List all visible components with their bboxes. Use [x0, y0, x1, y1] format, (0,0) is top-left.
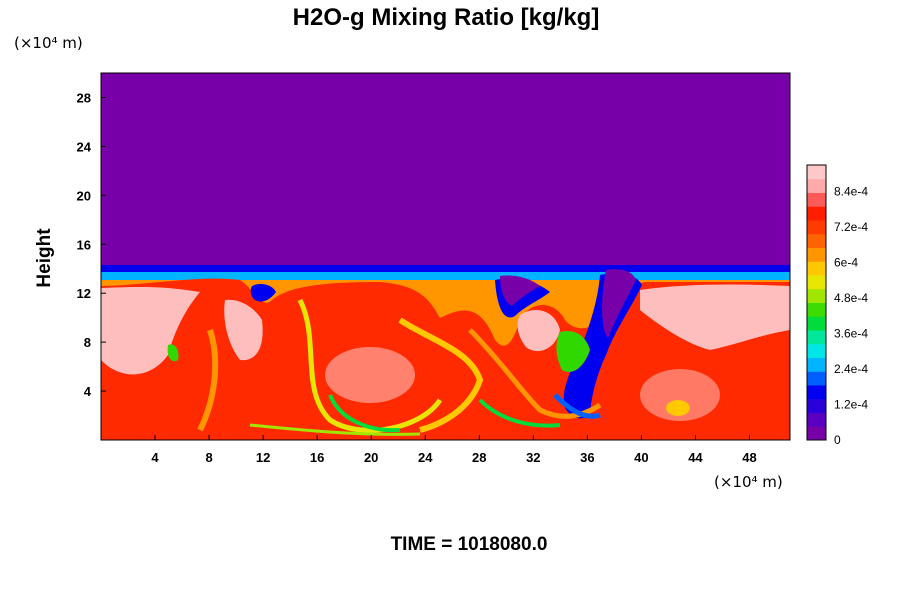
colorbar-tick-label: 0: [834, 433, 841, 447]
colorbar-tick-label: 3.6e-4: [834, 327, 868, 341]
x-tick-label: 8: [205, 450, 212, 465]
colorbar-tick-label: 4.8e-4: [834, 291, 868, 305]
y-tick-label: 28: [77, 90, 91, 105]
colorbar-swatch: [807, 165, 826, 180]
x-axis-ticks: 4 8 12 16 20 24 28 32 36 40 44 48: [151, 435, 757, 465]
dry-plume-right: [563, 273, 642, 419]
chart-title: H2O-g Mixing Ratio [kg/kg]: [293, 4, 600, 31]
colorbar-swatch: [807, 357, 826, 372]
x-tick-label: 32: [526, 450, 540, 465]
x-tick-label: 24: [418, 450, 433, 465]
pink-region-left: [101, 286, 200, 375]
filament-bottom-green: [249, 423, 421, 436]
swirl-right-core: [666, 400, 690, 416]
dry-plume-center-core: [500, 275, 540, 306]
dry-plume-right-core: [602, 269, 636, 338]
colorbar-tick-label: 2.4e-4: [834, 362, 868, 376]
colorbar-swatch: [807, 371, 826, 386]
colorbar-swatch: [807, 275, 826, 290]
colorbar-swatch: [807, 247, 826, 262]
x-tick-label: 48: [742, 450, 756, 465]
x-tick-label: 20: [364, 450, 378, 465]
y-tick-label: 4: [84, 384, 92, 399]
x-tick-label: 12: [256, 450, 270, 465]
filament-yellow-1: [297, 298, 443, 433]
colorbar-tick-label: 1.2e-4: [834, 398, 868, 412]
y-axis-label: Height: [34, 228, 55, 288]
heatmap-field: [101, 73, 790, 440]
colorbar-swatch: [807, 261, 826, 276]
x-tick-label: 16: [310, 450, 324, 465]
x-tick-label: 28: [472, 450, 486, 465]
colorbar-frame: [806, 164, 827, 441]
colorbar-tick-label: 7.2e-4: [834, 220, 868, 234]
colorbar-swatch: [807, 412, 826, 427]
x-tick-label: 4: [151, 450, 159, 465]
y-tick-label: 12: [77, 286, 91, 301]
colorbar-swatch: [807, 426, 826, 441]
x-tick-label: 36: [580, 450, 594, 465]
filament-green-1: [328, 394, 401, 433]
pink-region-mid: [224, 299, 263, 361]
y-tick-label: 24: [77, 139, 92, 154]
colorbar-swatch: [807, 302, 826, 317]
x-axis-unit: (×10⁴ m): [714, 473, 783, 491]
colorbar-swatch: [807, 192, 826, 207]
time-label: TIME = 1018080.0: [391, 534, 548, 555]
colorbar-tick-label: 8.4e-4: [834, 185, 868, 199]
swirl-right: [640, 369, 720, 421]
colorbar-swatch: [807, 178, 826, 193]
x-tick-label: 44: [688, 450, 703, 465]
y-axis-unit: (×10⁴ m): [14, 34, 83, 52]
y-tick-label: 20: [77, 188, 91, 203]
colorbar: 0 1.2e-4 2.4e-4 3.6e-4 4.8e-4 6e-4 7.2e-4 8.4e-…: [806, 164, 868, 447]
swirl-left: [325, 347, 415, 403]
colorbar-swatch: [807, 206, 826, 221]
y-tick-label: 8: [84, 335, 91, 350]
dry-plume-left: [250, 284, 276, 302]
y-tick-label: 16: [77, 237, 91, 252]
pink-region-right: [640, 284, 790, 350]
colorbar-swatch: [807, 316, 826, 331]
filament-yellow-2: [398, 317, 484, 433]
x-tick-label: 40: [634, 450, 648, 465]
moist-patch-left-green: [167, 344, 179, 362]
filament-green-2: [478, 398, 561, 428]
colorbar-swatch: [807, 385, 826, 400]
y-axis-ticks: 4 8 12 16 20 24 28: [77, 90, 106, 399]
plot-frame: [100, 72, 791, 441]
filament-blue-bottom: [553, 393, 601, 419]
filament-orange-1: [197, 329, 219, 432]
colorbar-swatch: [807, 398, 826, 413]
colorbar-swatch: [807, 288, 826, 303]
pink-region-center: [517, 310, 560, 352]
colorbar-swatch: [807, 330, 826, 345]
moist-patch-green: [556, 330, 590, 372]
colorbar-swatch: [807, 233, 826, 248]
colorbar-swatch: [807, 343, 826, 358]
colorbar-tick-label: 6e-4: [834, 256, 858, 270]
colorbar-swatch: [807, 220, 826, 235]
